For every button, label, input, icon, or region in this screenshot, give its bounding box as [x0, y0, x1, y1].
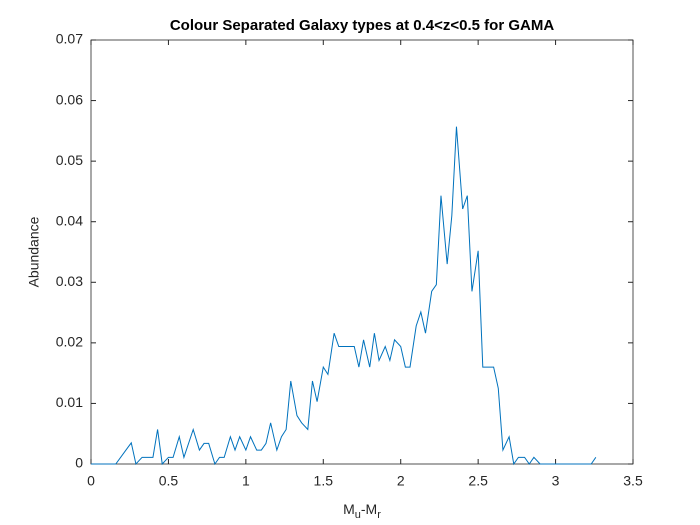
data-line — [91, 126, 597, 466]
y-tick-label: 0.07 — [56, 31, 83, 47]
x-label-part: M — [343, 501, 355, 517]
x-tick-label: 2 — [397, 473, 405, 489]
y-tick-label: 0.05 — [56, 152, 83, 168]
y-tick-label: 0.06 — [56, 91, 83, 107]
x-tick-label: 1.5 — [314, 473, 334, 489]
y-tick-label: 0 — [75, 455, 83, 471]
x-label-part: -M — [361, 501, 377, 517]
x-tick-label: 1 — [242, 473, 250, 489]
axes-box — [90, 39, 634, 465]
x-label-part: r — [377, 509, 381, 521]
y-tick-label: 0.02 — [56, 334, 83, 350]
x-tick-label: 3.5 — [623, 473, 643, 489]
x-label-part: u — [355, 509, 361, 521]
chart-title: Colour Separated Galaxy types at 0.4<z<0… — [170, 17, 554, 34]
x-tick-label: 0.5 — [159, 473, 179, 489]
x-tick-label: 2.5 — [468, 473, 488, 489]
x-axis-label: Mu-Mr — [343, 501, 381, 521]
y-tick-label: 0.01 — [56, 394, 83, 410]
y-tick-label: 0.04 — [56, 212, 83, 228]
x-tick-label: 3 — [552, 473, 560, 489]
y-tick-label: 0.03 — [56, 273, 83, 289]
x-tick-label: 0 — [87, 473, 95, 489]
y-axis-label: Abundance — [26, 216, 42, 287]
